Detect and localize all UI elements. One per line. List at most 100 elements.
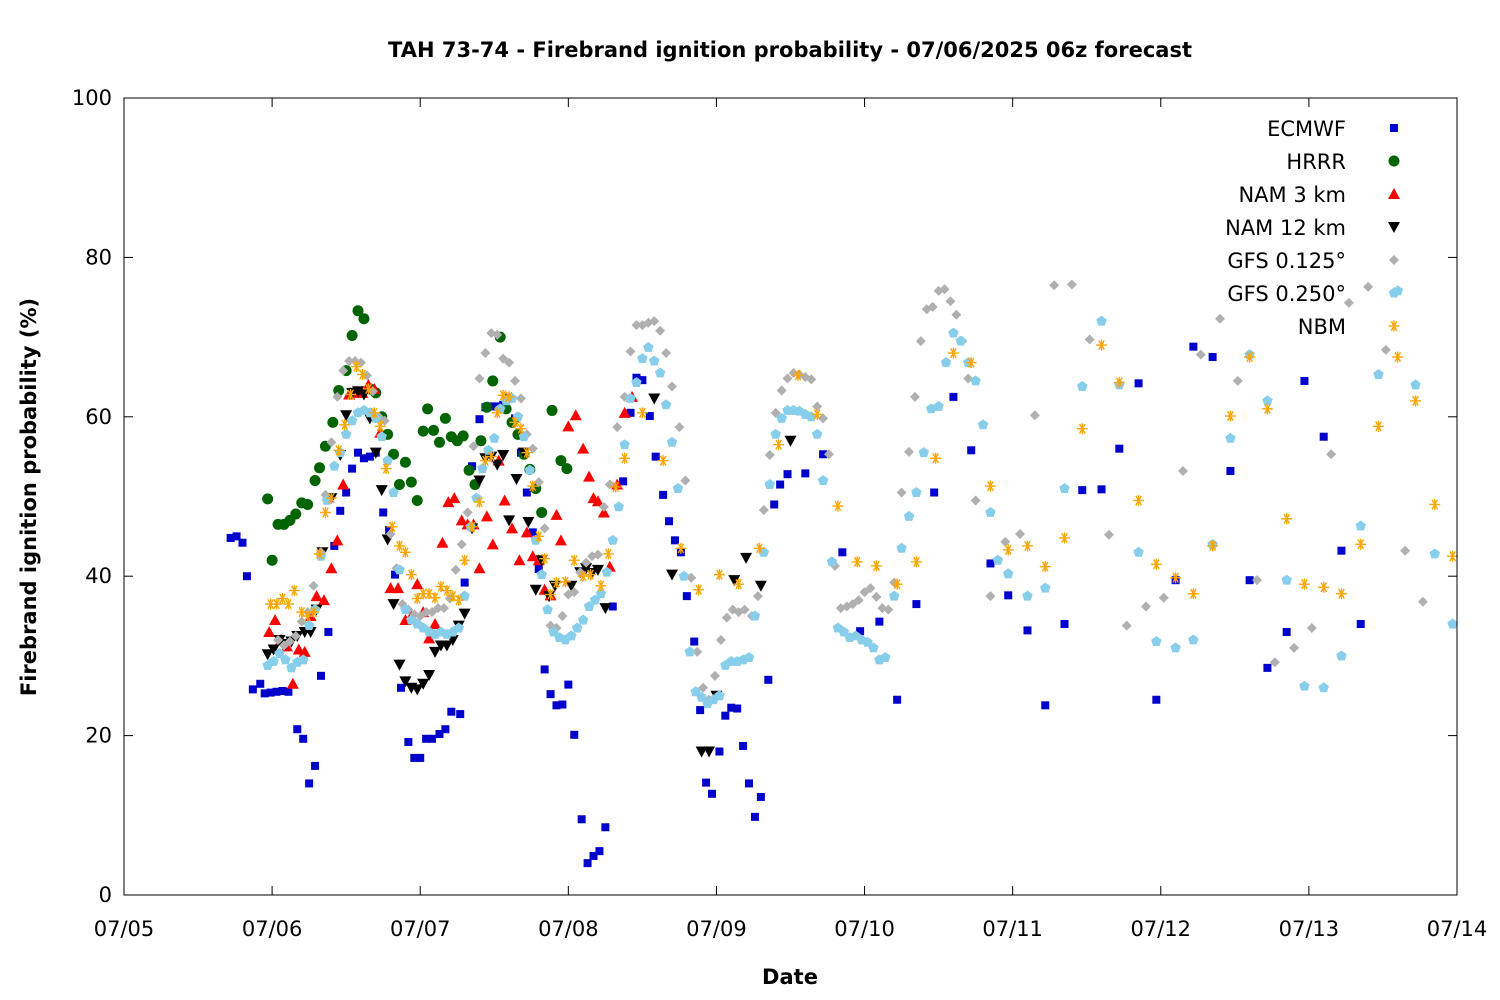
- legend-marker: [1389, 255, 1399, 265]
- data-point: [392, 582, 405, 594]
- data-point: [340, 410, 353, 422]
- legend: ECMWF HRRR NAM 3 km NAM 12 km GFS 0.125° GFS …: [1225, 117, 1400, 339]
- data-point: [298, 645, 311, 657]
- data-point: [784, 435, 797, 447]
- data-point: [1318, 581, 1330, 593]
- data-point: [875, 617, 884, 626]
- data-point: [480, 348, 491, 359]
- data-point: [539, 523, 550, 534]
- data-point: [550, 508, 563, 520]
- data-point: [1282, 627, 1291, 636]
- data-point: [927, 301, 938, 312]
- data-point: [540, 665, 549, 674]
- data-point: [1298, 578, 1310, 590]
- data-point: [992, 554, 1004, 565]
- data-point: [423, 632, 436, 644]
- data-point: [970, 375, 981, 386]
- data-point: [1029, 410, 1040, 421]
- data-point: [918, 447, 930, 458]
- data-point: [1326, 449, 1337, 460]
- data-point: [368, 407, 380, 419]
- data-point: [510, 375, 521, 386]
- x-tick-label: 07/05: [94, 917, 155, 941]
- data-point: [527, 443, 538, 454]
- data-point: [888, 590, 900, 601]
- data-point: [684, 646, 696, 657]
- x-tick-label: 07/07: [390, 917, 451, 941]
- data-point: [262, 493, 274, 505]
- data-point: [326, 437, 337, 448]
- y-tick-label: 80: [85, 245, 112, 269]
- data-point: [346, 330, 358, 342]
- data-point: [1373, 420, 1385, 432]
- data-point: [447, 707, 456, 716]
- data-point: [393, 479, 405, 491]
- data-point: [598, 501, 609, 512]
- data-point: [636, 407, 648, 419]
- data-point: [542, 604, 553, 615]
- data-point: [458, 608, 471, 620]
- data-point: [351, 361, 363, 373]
- data-point: [891, 578, 903, 590]
- data-point: [986, 559, 995, 568]
- data-point: [417, 678, 430, 690]
- data-point: [337, 478, 350, 490]
- data-point: [949, 392, 958, 401]
- data-point: [703, 746, 716, 758]
- data-point: [550, 577, 562, 589]
- data-point: [273, 634, 284, 645]
- data-point: [721, 612, 732, 623]
- data-point: [393, 540, 405, 552]
- data-point: [339, 419, 351, 431]
- data-point: [286, 677, 299, 689]
- data-point: [1429, 548, 1441, 559]
- data-point: [1140, 601, 1151, 612]
- data-point: [487, 375, 499, 387]
- data-point: [743, 651, 755, 662]
- data-point: [645, 412, 654, 421]
- data-point: [393, 659, 406, 671]
- data-point: [721, 711, 730, 720]
- data-point: [680, 475, 691, 486]
- data-point: [232, 532, 241, 541]
- data-point: [665, 517, 674, 526]
- data-point: [416, 753, 425, 762]
- data-point: [512, 411, 524, 422]
- x-tick-label: 07/08: [538, 917, 599, 941]
- data-point: [910, 556, 922, 568]
- data-point: [1097, 485, 1106, 494]
- data-point: [1152, 695, 1161, 704]
- data-point: [271, 598, 283, 610]
- data-point: [659, 490, 668, 499]
- data-point: [515, 423, 527, 435]
- data-point: [1189, 342, 1198, 351]
- data-point: [468, 441, 479, 452]
- data-point: [428, 424, 440, 436]
- data-point: [963, 373, 974, 384]
- data-point: [1447, 550, 1459, 562]
- data-point: [333, 444, 345, 456]
- data-point: [261, 649, 274, 661]
- data-point: [474, 373, 485, 384]
- data-point: [319, 506, 331, 518]
- data-point: [568, 554, 580, 566]
- data-point: [1188, 634, 1199, 645]
- data-point: [740, 552, 753, 564]
- data-point: [528, 528, 537, 537]
- data-point: [546, 690, 555, 699]
- data-point: [533, 530, 545, 542]
- data-point: [284, 636, 295, 647]
- data-point: [970, 495, 981, 506]
- data-point: [316, 671, 325, 680]
- data-point: [429, 646, 442, 658]
- data-point: [342, 488, 351, 497]
- data-point: [1355, 520, 1366, 531]
- data-point: [682, 592, 691, 601]
- data-point: [226, 533, 235, 542]
- data-point: [1245, 576, 1254, 585]
- data-point: [625, 346, 636, 357]
- data-point: [314, 548, 326, 560]
- data-point: [818, 413, 829, 424]
